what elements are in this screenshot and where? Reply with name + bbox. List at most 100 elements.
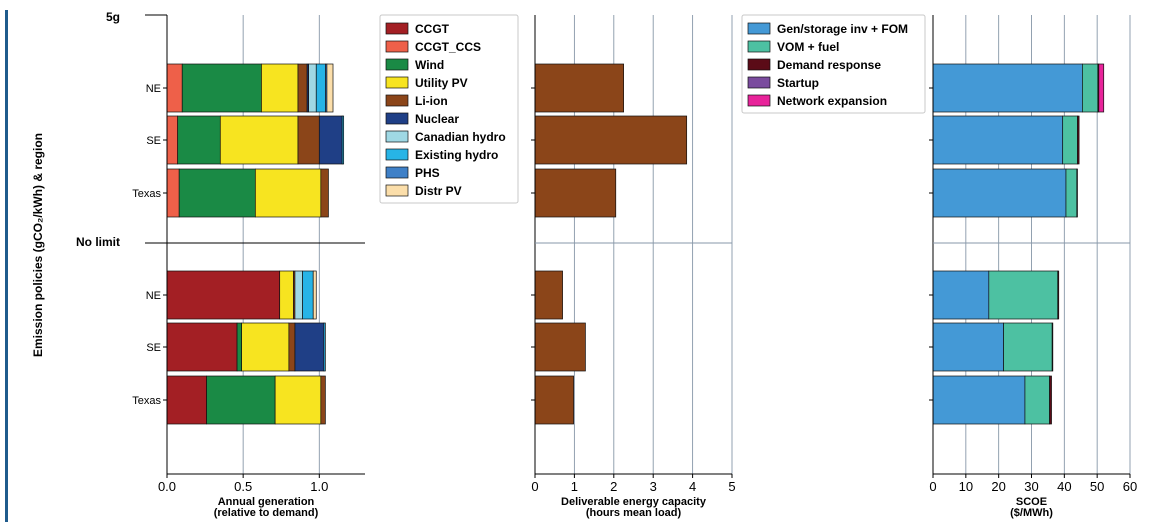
bar-segment-utility-pv	[279, 270, 294, 320]
legend-label-demand-response: Demand response	[777, 58, 881, 72]
legend-swatch-nuclear	[385, 112, 409, 125]
bar-segment-ccgt	[166, 375, 207, 425]
bar-segment-distr-pv	[326, 63, 334, 113]
group-label-no-limit: No limit	[76, 235, 120, 249]
y-tick-label: Texas	[132, 188, 161, 200]
bar-segment-vom-fuel	[1062, 115, 1078, 165]
x-tick-label: 5	[728, 479, 735, 494]
bar-segment-li-ion	[297, 63, 308, 113]
bar-segment-gen-storage-inv-fom	[932, 168, 1067, 218]
legend-label-distr-pv: Distr PV	[415, 184, 462, 198]
x-tick-label: 40	[1057, 479, 1071, 494]
bar-segment-gen-storage-inv-fom	[932, 322, 1004, 372]
bar-segment-li-ion	[297, 115, 320, 165]
x-axis-label: (relative to demand)	[214, 507, 319, 519]
legend-swatch-wind	[385, 58, 409, 71]
bar-segment-distr-pv	[312, 270, 317, 320]
bar-segment-vom-fuel	[1024, 375, 1050, 425]
legend-label-gen-storage-inv-fom: Gen/storage inv + FOM	[777, 22, 908, 36]
legend-swatch-ccgt-ccs	[385, 40, 409, 53]
legend-swatch-li-ion	[385, 94, 409, 107]
bar-segment-wind	[181, 63, 262, 113]
bar-segment-canadian-hydro	[294, 270, 303, 320]
bar-segment-ccgt	[166, 322, 238, 372]
bar-segment-canadian-hydro	[308, 63, 317, 113]
legend-swatch-startup	[747, 76, 771, 89]
x-tick-label: 1.0	[310, 479, 328, 494]
bar-segment-utility-pv	[274, 375, 322, 425]
chart-panel-3: 0 10 20 30 40 50 60 SCOE($/MWh)	[929, 15, 1137, 519]
x-tick-label: 20	[991, 479, 1005, 494]
bar-segment-vom-fuel	[988, 270, 1059, 320]
bar-segment-ccgt-ccs	[166, 115, 179, 165]
bar-segment-nuclear	[294, 322, 325, 372]
bar-segment-wind	[178, 168, 256, 218]
x-axis-label: (hours mean load)	[586, 507, 682, 519]
y-tick-label: Texas	[132, 395, 161, 407]
bar-segment-wind	[177, 115, 221, 165]
x-axis-label: ($/MWh)	[1010, 507, 1053, 519]
bar-segment-li-ion	[534, 63, 625, 113]
y-tick-label: NE	[146, 83, 161, 95]
x-tick-label: 4	[689, 479, 696, 494]
legend-label-existing-hydro: Existing hydro	[415, 148, 498, 162]
legend-swatch-distr-pv	[385, 184, 409, 197]
y-tick-label: SE	[146, 342, 161, 354]
page-accent-bar	[5, 10, 8, 522]
legend-swatch-existing-hydro	[385, 148, 409, 161]
bar-segment-ccgt-ccs	[166, 168, 180, 218]
legend-label-li-ion: Li-ion	[415, 94, 448, 108]
bar-segment-vom-fuel	[1065, 168, 1078, 218]
legend-swatch-ccgt	[385, 22, 409, 35]
x-tick-label: 1	[571, 479, 578, 494]
legend-swatch-canadian-hydro	[385, 130, 409, 143]
x-tick-label: 60	[1123, 479, 1137, 494]
bar-segment-wind	[236, 322, 242, 372]
bar-segment-gen-storage-inv-fom	[932, 63, 1083, 113]
bar-segment-nuclear	[318, 115, 343, 165]
bar-segment-li-ion	[534, 115, 688, 165]
bar-segment-li-ion	[320, 375, 326, 425]
x-tick-label: 30	[1024, 479, 1038, 494]
x-tick-label: 0	[531, 479, 538, 494]
legend-label-phs: PHS	[415, 166, 440, 180]
bar-segment-utility-pv	[261, 63, 299, 113]
chart-panel-2: 0 1 2 3 4 5 Deliverable energy capacity(hours …	[531, 15, 736, 519]
bar-segment-li-ion	[534, 168, 617, 218]
bar-segment-gen-storage-inv-fom	[932, 270, 990, 320]
bar-segment-utility-pv	[254, 168, 322, 218]
bar-segment-utility-pv	[241, 322, 290, 372]
bar-segment-wind	[206, 375, 276, 425]
y-axis-label: Emission policies (gCO₂/kWh) & region	[31, 133, 45, 357]
bar-segment-network-expansion	[1098, 63, 1105, 113]
bar-segment-demand-response	[1076, 168, 1078, 218]
bar-segment-utility-pv	[219, 115, 299, 165]
bar-segment-demand-response	[1057, 270, 1060, 320]
bar-segment-existing-hydro	[302, 270, 314, 320]
generation-legend: CCGT CCGT_CCS Wind Utility PV Li-ion Nuclear C…	[379, 14, 519, 204]
x-tick-label: 0	[929, 479, 936, 494]
legend-swatch-demand-response	[747, 58, 771, 71]
legend-label-utility-pv: Utility PV	[415, 76, 468, 90]
x-tick-label: 10	[959, 479, 973, 494]
legend-label-nuclear: Nuclear	[415, 112, 459, 126]
legend-box	[379, 14, 519, 204]
legend-label-canadian-hydro: Canadian hydro	[415, 130, 506, 144]
bar-segment-vom-fuel	[1003, 322, 1053, 372]
cost-legend: Gen/storage inv + FOM VOM + fuel Demand re…	[741, 14, 926, 114]
bar-segment-li-ion	[288, 322, 296, 372]
x-tick-label: 2	[610, 479, 617, 494]
bar-segment-li-ion	[534, 270, 563, 320]
x-tick-label: 0.5	[234, 479, 252, 494]
bar-segment-existing-hydro	[341, 115, 345, 165]
legend-label-startup: Startup	[777, 76, 819, 90]
bar-segment-li-ion	[534, 322, 586, 372]
x-tick-label: 0.0	[158, 479, 176, 494]
bar-segment-demand-response	[1077, 115, 1080, 165]
bar-segment-li-ion	[534, 375, 574, 425]
x-axis-label: Deliverable energy capacity	[561, 496, 707, 508]
legend-box	[741, 14, 926, 114]
legend-swatch-gen-storage-inv-fom	[747, 22, 771, 35]
legend-swatch-vom-fuel	[747, 40, 771, 53]
